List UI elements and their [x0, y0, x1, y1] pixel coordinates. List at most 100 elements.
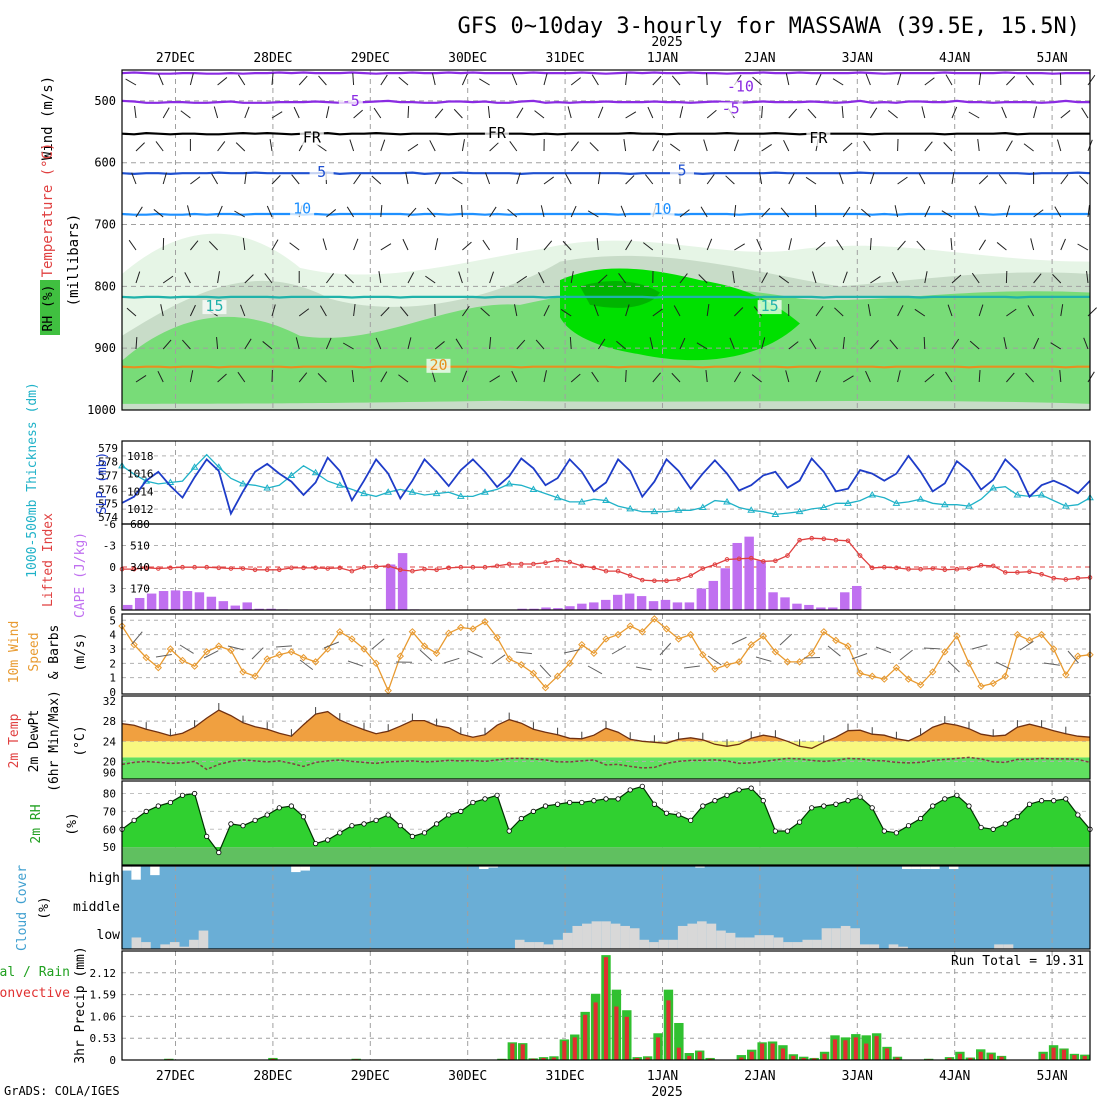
- wind-barb-upper: [1052, 274, 1062, 284]
- rh2m-point: [809, 805, 815, 811]
- wind-barb-upper: [978, 175, 989, 185]
- wind-barb-upper: [836, 239, 844, 251]
- ylabel-slp: SLP (mb): [95, 452, 110, 515]
- rh2m-point: [397, 823, 403, 829]
- wind-barb-upper: [593, 304, 599, 317]
- isotherm-label-bg-1: [338, 94, 363, 109]
- precip-conv-bar: [1051, 1047, 1056, 1060]
- wind-barb-upper: [778, 275, 790, 284]
- wind-barb-upper: [1087, 74, 1096, 86]
- lifted-index-point: [168, 565, 173, 571]
- cape-bar: [134, 597, 145, 610]
- isotherm-2: [121, 131, 1090, 136]
- cloud-high-bar: [930, 866, 940, 870]
- wind-barb-upper: [706, 304, 710, 317]
- precip-conv-bar: [739, 1057, 744, 1060]
- lifted-index-point: [1003, 570, 1008, 575]
- wind10-speed-point: [541, 683, 550, 692]
- lifted-index-point: [894, 565, 899, 571]
- wind-barb-upper: [598, 274, 608, 284]
- wind-barb-upper: [780, 207, 790, 218]
- wind-barb-upper: [538, 272, 545, 284]
- wind10-speed-point: [844, 642, 852, 650]
- wind-barb-upper: [618, 272, 627, 284]
- rh2m-point: [712, 798, 718, 804]
- wind-barb-upper: [625, 111, 637, 119]
- wind-barb-upper: [380, 307, 390, 317]
- cloud-high-bar: [949, 866, 959, 870]
- lifted-index-point: [301, 565, 306, 571]
- wind-barb-upper: [126, 307, 137, 317]
- lifted-index-point: [627, 573, 633, 578]
- cape-bar: [254, 608, 264, 610]
- wind-barb-upper: [761, 337, 766, 350]
- lifted-index-point: [797, 537, 802, 543]
- wind10-speed-point: [662, 625, 671, 633]
- rh2m-point: [833, 801, 839, 807]
- wind-barb-upper: [700, 206, 708, 218]
- wind-barb-upper: [534, 110, 545, 119]
- wind-barb-upper: [756, 238, 763, 251]
- wind-barb-upper: [344, 274, 354, 284]
- wind-barb-upper: [1086, 271, 1089, 284]
- cloud-high-bar: [920, 866, 931, 870]
- rh2m-point: [204, 833, 210, 840]
- wind10-tick: 2: [109, 657, 116, 670]
- wind10-speed-point: [227, 646, 235, 655]
- wind-barb-upper: [1083, 337, 1089, 350]
- pressure-tick: 900: [94, 341, 116, 355]
- dewpoint-line: [121, 756, 1091, 771]
- wind10-speed-point: [674, 635, 683, 643]
- rh2m-point: [917, 815, 924, 822]
- cape-bar: [672, 602, 683, 610]
- ylabel-precip: 3hr Precip (mm): [73, 946, 88, 1063]
- isotherm-label-bg-11: [757, 300, 782, 315]
- wind-barb-upper: [319, 305, 327, 317]
- wind-barb-upper: [242, 238, 246, 251]
- wind-barb-upper: [996, 242, 1007, 251]
- lifted-index-point: [954, 566, 960, 572]
- wind-barb-upper: [153, 209, 164, 218]
- wind-barb-upper: [180, 110, 191, 119]
- wind-barb-upper: [897, 370, 901, 383]
- pressure-tick: 800: [94, 279, 116, 293]
- wind10-speed-point: [686, 630, 695, 639]
- wind-barb-upper: [649, 337, 654, 350]
- rh2m-point: [700, 803, 706, 809]
- rh2m-point: [373, 817, 379, 823]
- precip-conv-bar: [770, 1043, 775, 1060]
- wind-barb-upper: [237, 371, 246, 383]
- thickness-point: [408, 488, 417, 495]
- wind10-speed-point: [166, 645, 175, 653]
- precip-conv-bar: [562, 1041, 567, 1060]
- wind-barb-upper: [426, 207, 436, 218]
- cape-bar: [397, 553, 408, 610]
- lifted-index-point: [494, 563, 500, 569]
- wind-barb-upper: [625, 239, 633, 251]
- wind10-barb: [755, 656, 772, 662]
- wind-barb-upper: [921, 106, 926, 119]
- wind-barb-upper: [679, 337, 686, 350]
- wind-barb-upper: [1079, 175, 1089, 185]
- rh2m-point: [300, 814, 307, 820]
- wind-barb-upper: [452, 177, 463, 185]
- wind10-speed-point: [807, 649, 816, 657]
- wind-barb-upper: [514, 304, 518, 317]
- thickness-line: [121, 453, 1091, 516]
- cloud-low-bar: [821, 928, 832, 949]
- precip-conv-bar: [614, 1006, 619, 1060]
- wind10-barb: [251, 647, 264, 660]
- wind10-barb: [899, 649, 913, 661]
- cloud-low-bar: [160, 944, 170, 949]
- wind10-speed-point: [372, 659, 380, 668]
- wind10-speed-point: [614, 630, 622, 639]
- cloud-low-bar: [764, 935, 774, 949]
- lifted-index-point: [385, 563, 391, 569]
- lifted-index-point: [736, 556, 742, 562]
- wind-barb-upper: [317, 373, 327, 383]
- cape-bar: [780, 597, 790, 610]
- wind-barb-upper: [706, 238, 713, 251]
- wind10-barb: [779, 633, 793, 646]
- rh2m-point: [361, 821, 367, 827]
- date-label-bottom: 29DEC: [351, 1069, 390, 1084]
